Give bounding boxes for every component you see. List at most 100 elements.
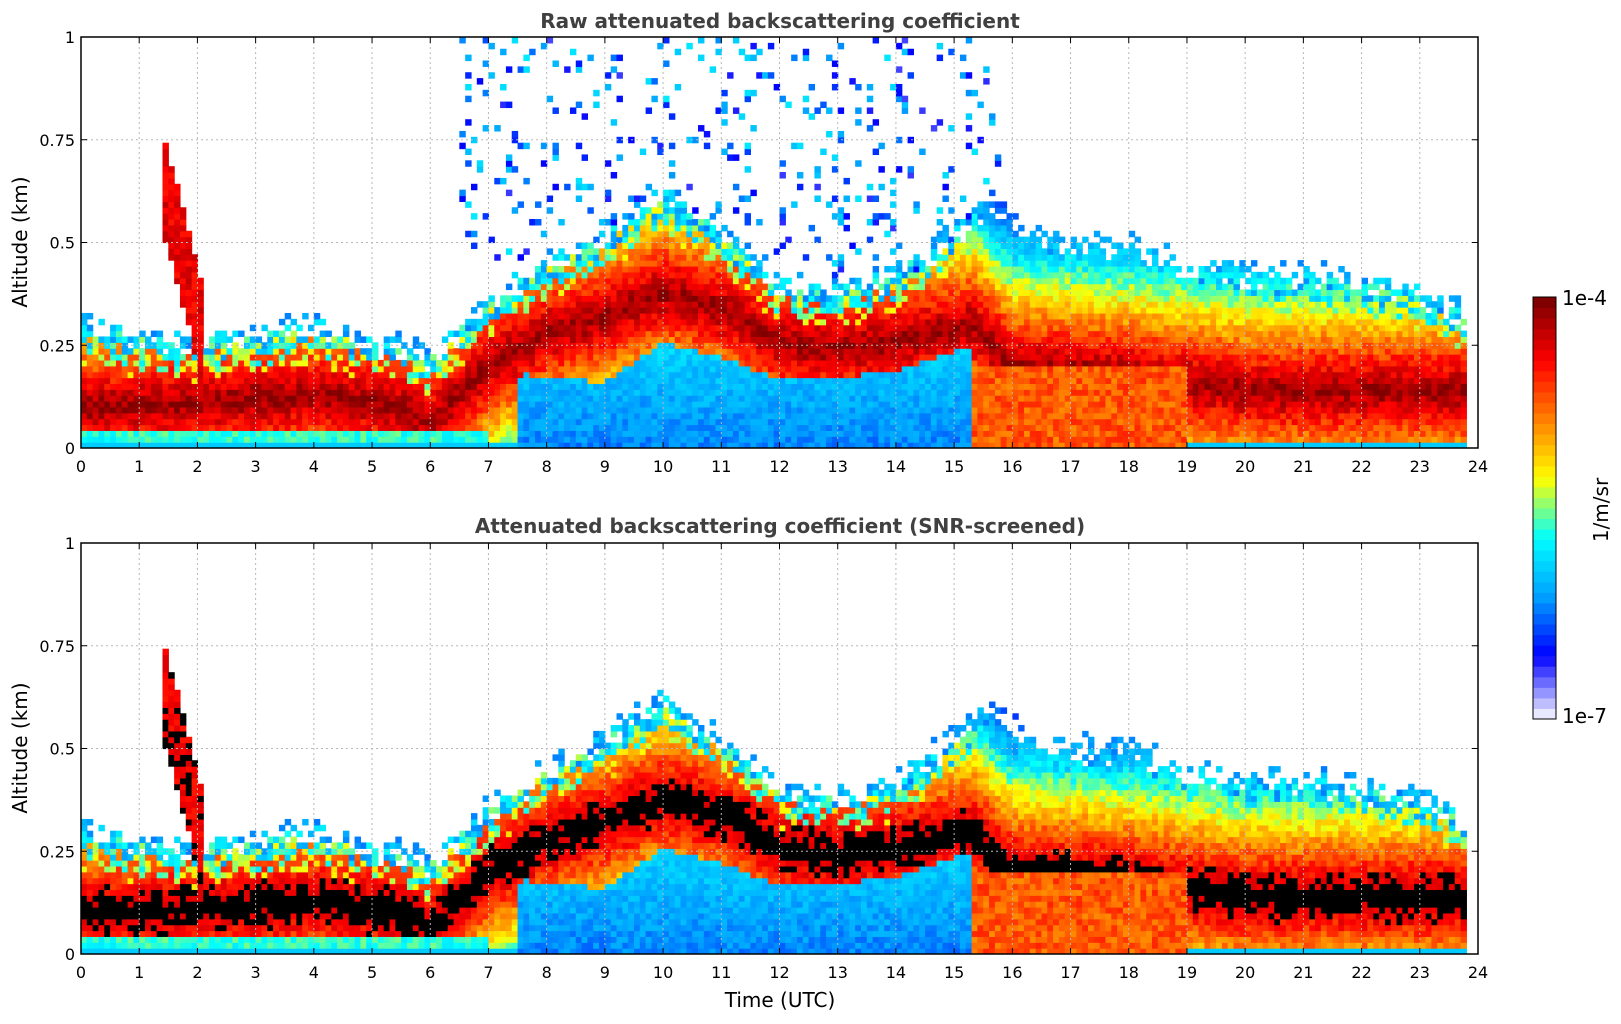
heatmap-cell	[546, 377, 554, 385]
heatmap-cell	[127, 406, 134, 414]
heatmap-cell	[732, 183, 740, 191]
heatmap-cell	[406, 377, 414, 385]
heatmap-cell	[552, 142, 559, 150]
heatmap-cell	[796, 383, 804, 390]
heatmap-cell	[756, 412, 763, 420]
heatmap-cell	[110, 377, 117, 385]
heatmap-cell	[890, 177, 897, 185]
heatmap-cell	[273, 430, 280, 437]
heatmap-cell	[802, 430, 810, 437]
heatmap-cell	[831, 166, 839, 173]
heatmap-cell	[762, 377, 769, 385]
heatmap-cell	[1012, 230, 1019, 238]
heatmap-cell	[1000, 219, 1008, 226]
heatmap-cell	[249, 412, 257, 420]
heatmap-cell	[744, 442, 751, 448]
heatmap-cell	[1006, 424, 1013, 431]
heatmap-cell	[622, 307, 629, 314]
heatmap-cell	[698, 359, 705, 367]
heatmap-cell	[552, 271, 559, 279]
heatmap-cell	[278, 371, 286, 379]
heatmap-cell	[895, 283, 903, 291]
heatmap-cell	[616, 154, 623, 161]
heatmap-cell	[925, 289, 932, 296]
heatmap-cell	[383, 436, 391, 443]
heatmap-cell	[511, 324, 519, 332]
heatmap-cell	[81, 354, 88, 361]
heatmap-cell	[284, 418, 292, 426]
heatmap-cell	[115, 389, 123, 396]
heatmap-cell	[191, 260, 199, 267]
heatmap-cell	[476, 330, 484, 338]
heatmap-cell	[808, 307, 816, 314]
heatmap-cell	[965, 289, 973, 296]
heatmap-cell	[174, 213, 181, 220]
heatmap-cell	[977, 201, 984, 208]
heatmap-cell	[604, 83, 612, 91]
heatmap-cell	[115, 371, 123, 379]
heatmap-cell	[185, 354, 193, 361]
heatmap-cell	[313, 336, 321, 343]
heatmap-cell	[872, 289, 880, 296]
heatmap-cell	[959, 336, 967, 343]
heatmap-cell	[989, 242, 996, 249]
heatmap-cell	[313, 389, 321, 396]
heatmap-cell	[779, 406, 786, 414]
heatmap-cell	[593, 442, 600, 448]
heatmap-cell	[633, 265, 641, 273]
heatmap-cell	[1006, 260, 1013, 267]
heatmap-cell	[401, 430, 408, 437]
heatmap-cell	[715, 260, 722, 267]
heatmap-cell	[325, 371, 332, 379]
heatmap-cell	[919, 301, 926, 308]
heatmap-cell	[337, 412, 344, 420]
heatmap-cell	[133, 359, 140, 367]
heatmap-cell	[546, 283, 554, 291]
heatmap-cell	[1006, 242, 1013, 249]
heatmap-cell	[936, 401, 944, 408]
heatmap-cell	[762, 307, 769, 314]
heatmap-cell	[191, 430, 199, 437]
heatmap-cell	[773, 401, 781, 408]
heatmap-cell	[360, 412, 367, 420]
heatmap-cell	[738, 383, 746, 390]
heatmap-cell	[936, 260, 944, 267]
heatmap-cell	[354, 418, 361, 426]
heatmap-cell	[936, 359, 944, 367]
heatmap-cell	[750, 424, 757, 431]
heatmap-cell	[168, 442, 175, 448]
heatmap-cell	[290, 389, 297, 396]
heatmap-cell	[558, 401, 565, 408]
heatmap-cell	[232, 406, 239, 414]
heatmap-cell	[139, 365, 146, 373]
heatmap-cell	[424, 359, 431, 367]
heatmap-cell	[610, 383, 618, 390]
heatmap-cell	[535, 430, 542, 437]
heatmap-cell	[907, 289, 914, 296]
heatmap-cell	[948, 395, 955, 402]
heatmap-cell	[529, 48, 536, 56]
heatmap-cell	[145, 436, 152, 443]
heatmap-cell	[191, 265, 199, 273]
heatmap-cell	[860, 412, 868, 420]
heatmap-cell	[587, 354, 594, 361]
heatmap-cell	[994, 330, 1002, 338]
heatmap-cell	[267, 365, 274, 373]
heatmap-cell	[471, 230, 478, 238]
heatmap-cell	[657, 442, 664, 448]
heatmap-cell	[756, 359, 763, 367]
heatmap-cell	[837, 401, 845, 408]
heatmap-cell	[954, 389, 961, 396]
heatmap-cell	[895, 324, 903, 332]
heatmap-cell	[162, 354, 169, 361]
heatmap-cell	[983, 265, 990, 273]
heatmap-cell	[249, 406, 257, 414]
heatmap-cell	[773, 424, 781, 431]
heatmap-cell	[633, 377, 641, 385]
heatmap-cell	[145, 442, 152, 448]
heatmap-cell	[663, 201, 670, 208]
heatmap-cell	[732, 277, 740, 285]
heatmap-cell	[145, 424, 152, 431]
heatmap-cell	[517, 371, 524, 379]
heatmap-cell	[925, 301, 932, 308]
